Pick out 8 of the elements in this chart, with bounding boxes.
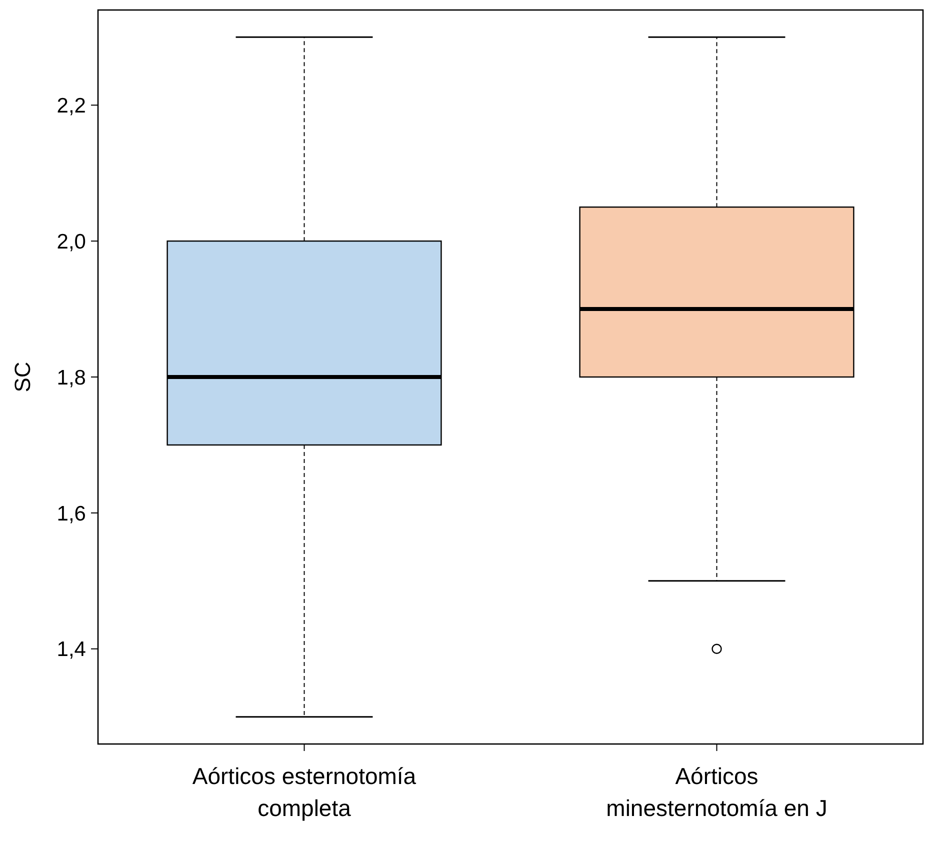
y-tick-label: 2,2 xyxy=(56,94,86,118)
y-tick-label: 1,6 xyxy=(56,502,86,526)
y-tick-label: 2,0 xyxy=(56,230,86,254)
x-tick-label: Aórticos esternotomía completa xyxy=(192,763,416,821)
y-axis-title: SC xyxy=(10,362,35,392)
y-tick-label: 1,8 xyxy=(56,366,86,390)
y-tick-label: 1,4 xyxy=(56,638,86,662)
x-tick-label: Aórticos minesternotomía en J xyxy=(606,763,828,821)
